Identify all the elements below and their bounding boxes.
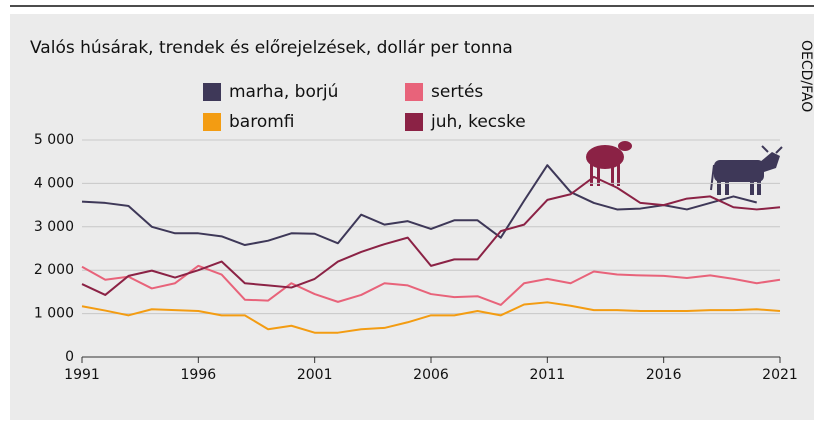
- x-tick-label: 2006: [413, 367, 449, 383]
- y-tick-label: 1 000: [34, 306, 74, 322]
- x-tick-label: 2021: [762, 367, 798, 383]
- line-series: [81, 264, 781, 306]
- y-tick-label: 5 000: [34, 132, 74, 148]
- panel: [10, 14, 814, 420]
- x-tick-label: 2016: [646, 367, 682, 383]
- legend-swatch: [405, 113, 423, 131]
- x-tick-label: 2001: [297, 367, 333, 383]
- legend-swatch: [405, 83, 423, 101]
- chart-title: Valós húsárak, trendek és előrejelzések,…: [30, 38, 513, 58]
- x-tick-label: 1991: [64, 367, 100, 383]
- line-series: [81, 164, 757, 247]
- y-tick-label: 3 000: [34, 219, 74, 235]
- legend-swatch: [203, 83, 221, 101]
- sheep-icon: [586, 141, 632, 186]
- source: OECD/FAO: [798, 40, 814, 112]
- line-series: [81, 175, 781, 296]
- y-tick-label: 0: [65, 349, 74, 365]
- legend-label: juh, kecske: [430, 112, 526, 132]
- x-tick-label: 2011: [530, 367, 566, 383]
- legend-label: sertés: [431, 82, 483, 102]
- y-tick-label: 4 000: [34, 175, 74, 191]
- legend-swatch: [203, 113, 221, 131]
- cow-icon: [710, 145, 783, 195]
- y-tick-label: 2 000: [34, 262, 74, 278]
- x-tick-label: 1996: [181, 367, 217, 383]
- line-series: [81, 301, 781, 334]
- legend-label: marha, borjú: [229, 82, 338, 102]
- legend-label: baromfi: [229, 112, 295, 132]
